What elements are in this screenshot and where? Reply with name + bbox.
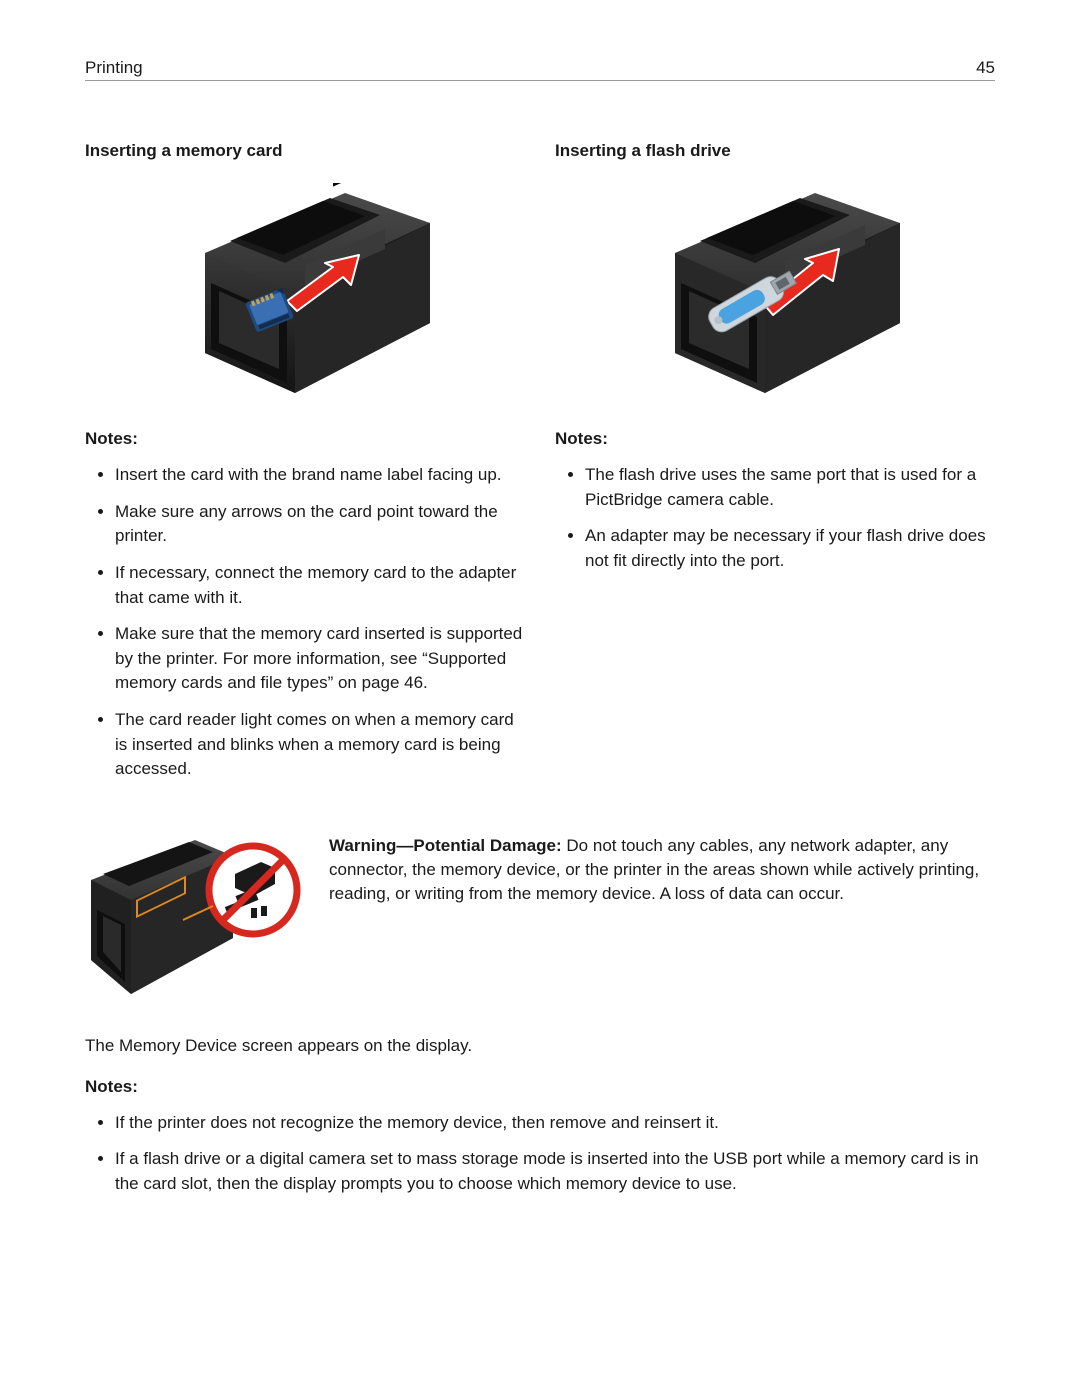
memory-card-insert-illustration (175, 183, 435, 403)
list-item: The card reader light comes on when a me… (115, 708, 525, 782)
list-item: The flash drive uses the same port that … (585, 463, 995, 512)
footer-notes-label: Notes: (85, 1077, 995, 1097)
flash-drive-notes-label: Notes: (555, 429, 995, 449)
warning-prefix: Warning—Potential Damage: (329, 836, 566, 855)
list-item: If the printer does not recognize the me… (115, 1111, 995, 1136)
warning-no-touch-illustration (85, 834, 303, 1004)
list-item: Insert the card with the brand name labe… (115, 463, 525, 488)
section-title: Printing (85, 58, 143, 78)
column-memory-card: Inserting a memory card (85, 141, 525, 794)
page-header: Printing 45 (85, 58, 995, 81)
list-item: An adapter may be necessary if your flas… (585, 524, 995, 573)
memory-device-screen-line: The Memory Device screen appears on the … (85, 1034, 995, 1059)
footer-notes-list: If the printer does not recognize the me… (85, 1111, 995, 1197)
list-item: If necessary, connect the memory card to… (115, 561, 525, 610)
memory-card-heading: Inserting a memory card (85, 141, 525, 161)
flash-drive-notes-list: The flash drive uses the same port that … (555, 463, 995, 574)
list-item: Make sure any arrows on the card point t… (115, 500, 525, 549)
flash-drive-heading: Inserting a flash drive (555, 141, 995, 161)
warning-text: Warning—Potential Damage: Do not touch a… (329, 834, 995, 905)
memory-card-notes-list: Insert the card with the brand name labe… (85, 463, 525, 782)
warning-block: Warning—Potential Damage: Do not touch a… (85, 834, 995, 1004)
column-flash-drive: Inserting a flash drive (555, 141, 995, 794)
list-item: Make sure that the memory card inserted … (115, 622, 525, 696)
page-number: 45 (976, 58, 995, 78)
flash-drive-insert-illustration (645, 183, 905, 403)
memory-card-notes-label: Notes: (85, 429, 525, 449)
list-item: If a flash drive or a digital camera set… (115, 1147, 995, 1196)
